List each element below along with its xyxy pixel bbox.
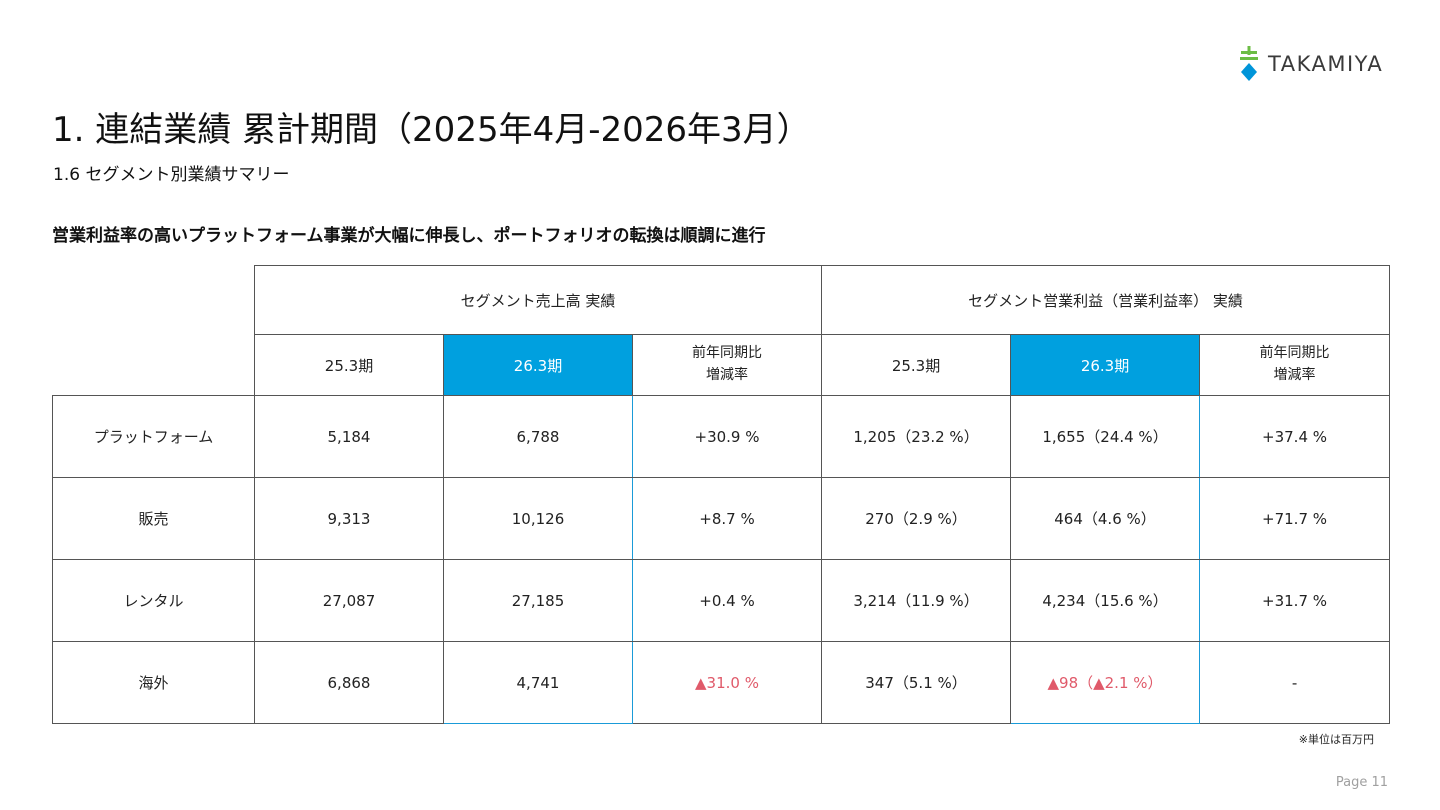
sales-yoy: +30.9 % (631, 395, 823, 478)
group-header-operating-profit: セグメント営業利益（営業利益率） 実績 (821, 265, 1391, 335)
table-group-header-row: セグメント売上高 実績 セグメント営業利益（営業利益率） 実績 (53, 265, 1391, 335)
sub-header-op-prev: 25.3期 (821, 334, 1012, 396)
op-prev: 270（2.9 %） (821, 477, 1012, 560)
sales-yoy: +0.4 % (631, 559, 823, 642)
page-title: 1. 連結業績 累計期間（2025年4月-2026年3月） (52, 110, 811, 150)
op-curr: 4,234（15.6 %） (1010, 559, 1201, 642)
sales-curr: 6,788 (443, 395, 633, 478)
op-yoy: +71.7 % (1199, 477, 1391, 560)
takamiya-logo-icon (1240, 46, 1258, 81)
table-row: 海外 6,868 4,741 ▲31.0 % 347（5.1 %） ▲98（▲2… (52, 641, 1391, 724)
table-sub-header-row: 25.3期 26.3期 前年同期比 増減率 25.3期 26.3期 前年同期比 … (53, 334, 1391, 396)
segment-name: 販売 (52, 477, 255, 560)
op-curr: ▲98（▲2.1 %） (1010, 641, 1201, 724)
sub-header-op-yoy-text: 前年同期比 増減率 (1259, 345, 1330, 383)
sales-yoy: ▲31.0 % (631, 641, 823, 724)
lead-message: 営業利益率の高いプラットフォーム事業が大幅に伸長し、ポートフォリオの転換は順調に… (52, 226, 766, 246)
segment-summary-table: セグメント売上高 実績 セグメント営業利益（営業利益率） 実績 25.3期 26… (52, 265, 1391, 724)
segment-name: 海外 (52, 641, 255, 724)
table-row: 販売 9,313 10,126 +8.7 % 270（2.9 %） 464（4.… (52, 477, 1391, 560)
table-row: プラットフォーム 5,184 6,788 +30.9 % 1,205（23.2 … (52, 395, 1391, 478)
page-subtitle: 1.6 セグメント別業績サマリー (53, 165, 290, 185)
table-row: レンタル 27,087 27,185 +0.4 % 3,214（11.9 %） … (52, 559, 1391, 642)
table-corner-cell (53, 335, 255, 396)
op-prev: 1,205（23.2 %） (821, 395, 1012, 478)
sub-header-sales-curr: 26.3期 (443, 334, 633, 396)
op-yoy: - (1199, 641, 1391, 724)
sales-prev: 27,087 (254, 559, 444, 642)
sub-header-sales-prev: 25.3期 (254, 334, 444, 396)
logo-text: TAKAMIYA (1268, 52, 1384, 76)
sales-prev: 5,184 (254, 395, 444, 478)
sales-curr: 27,185 (443, 559, 633, 642)
sales-prev: 9,313 (254, 477, 444, 560)
segment-name: プラットフォーム (52, 395, 255, 478)
sub-header-op-curr: 26.3期 (1010, 334, 1201, 396)
op-curr: 1,655（24.4 %） (1010, 395, 1201, 478)
unit-note: ※単位は百万円 (1298, 733, 1374, 746)
takamiya-logo: TAKAMIYA (1238, 46, 1383, 82)
op-prev: 3,214（11.9 %） (821, 559, 1012, 642)
sales-curr: 10,126 (443, 477, 633, 560)
sales-yoy: +8.7 % (631, 477, 823, 560)
sub-header-op-yoy: 前年同期比 増減率 (1199, 334, 1391, 396)
op-prev: 347（5.1 %） (821, 641, 1012, 724)
op-curr: 464（4.6 %） (1010, 477, 1201, 560)
sales-prev: 6,868 (254, 641, 444, 724)
group-header-sales: セグメント売上高 実績 (253, 265, 823, 335)
sub-header-sales-yoy: 前年同期比 増減率 (631, 334, 823, 396)
table-corner-cell (53, 266, 255, 335)
page-number: Page 11 (1335, 775, 1388, 790)
sales-curr: 4,741 (443, 641, 633, 724)
op-yoy: +37.4 % (1199, 395, 1391, 478)
sub-header-sales-yoy-text: 前年同期比 増減率 (692, 345, 762, 383)
op-yoy: +31.7 % (1199, 559, 1391, 642)
segment-name: レンタル (52, 559, 255, 642)
